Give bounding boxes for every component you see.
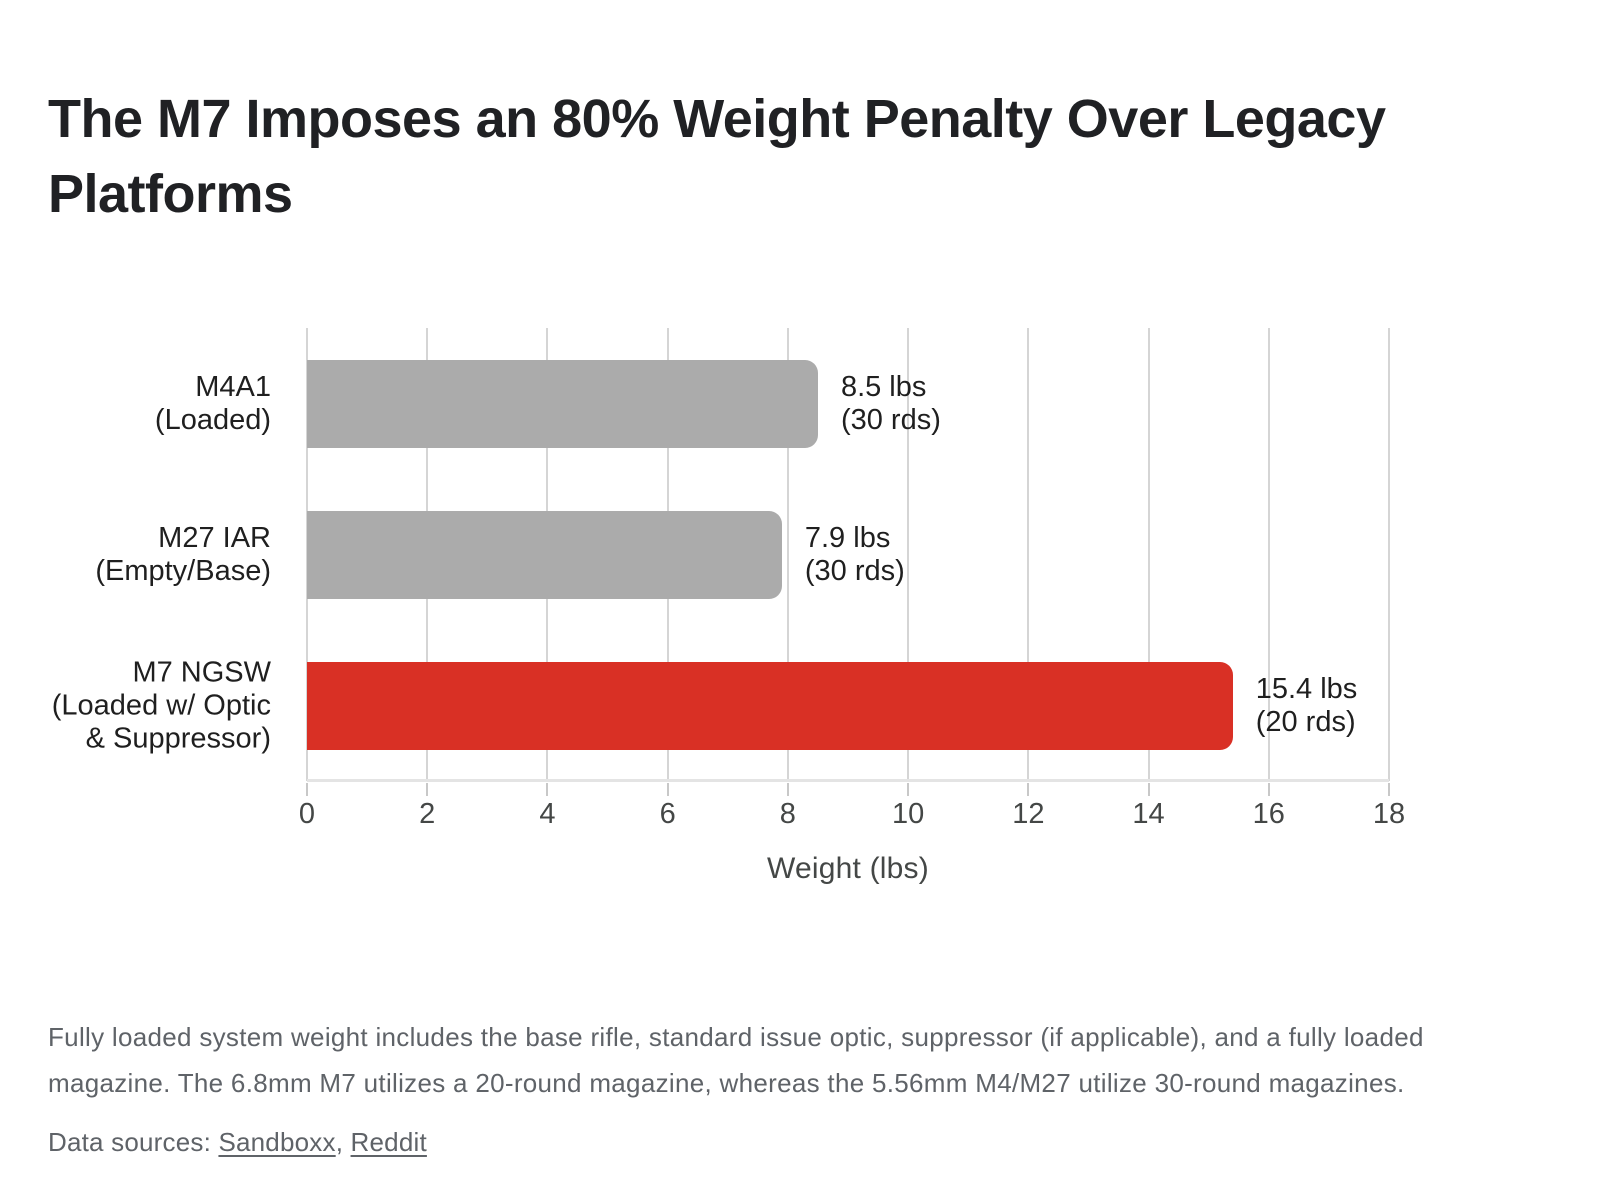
- chart-footnote: Fully loaded system weight includes the …: [48, 1022, 1424, 1098]
- x-tick-label: 6: [659, 798, 676, 830]
- x-tick-label: 2: [419, 798, 436, 830]
- bar-row-m7: M7 NGSW (Loaded w/ Optic & Suppressor) 1…: [52, 630, 1389, 781]
- x-tick-label: 8: [779, 798, 796, 830]
- gridline: [1027, 328, 1030, 781]
- x-axis-tick-marks: [306, 781, 1390, 796]
- gridline: [1388, 328, 1390, 781]
- x-tick-label: 10: [891, 798, 925, 830]
- x-axis-tick-mark: [306, 783, 308, 796]
- x-tick-label: 14: [1132, 798, 1165, 830]
- bar-m7: [307, 661, 1233, 750]
- x-axis-title: Weight (lbs): [767, 852, 929, 885]
- data-sources-line: Data sources: Sandboxx, Reddit: [48, 1127, 427, 1158]
- x-axis-tick-mark: [426, 783, 429, 796]
- chart-title: The M7 Imposes an 80% Weight Penalty Ove…: [48, 89, 1386, 225]
- x-tick-label: 18: [1372, 798, 1406, 830]
- x-tick-label: 4: [539, 798, 556, 830]
- source-separator: ,: [335, 1127, 351, 1157]
- value-label-m27: 7.9 lbs (30 rds): [804, 521, 905, 587]
- value-label-m4a1: 8.5 lbs (30 rds): [840, 370, 941, 436]
- category-label-m7: M7 NGSW (Loaded w/ Optic & Suppressor): [51, 656, 271, 754]
- gridline: [1267, 328, 1270, 781]
- gridline: [907, 328, 910, 781]
- x-tick-label: 16: [1252, 798, 1285, 830]
- x-axis-tick-mark: [666, 783, 669, 796]
- x-axis-tick-mark: [1388, 783, 1390, 796]
- category-label-m4a1: M4A1 (Loaded): [154, 370, 271, 436]
- bar-row-m27: M27 IAR (Empty/Base) 7.9 lbs (30 rds): [95, 479, 1389, 630]
- x-axis-tick-mark: [786, 783, 789, 796]
- x-axis-tick-mark: [546, 783, 549, 796]
- bar-m27: [307, 510, 782, 599]
- bar-row-m4a1: M4A1 (Loaded) 8.5 lbs (30 rds): [155, 328, 1389, 479]
- plot-area: M4A1 (Loaded) 8.5 lbs (30 rds) M27 IAR (…: [52, 328, 1390, 796]
- source-link-reddit[interactable]: Reddit: [350, 1127, 427, 1157]
- category-label-m27: M27 IAR (Empty/Base): [95, 521, 271, 587]
- bar-m4a1: [307, 359, 818, 448]
- gridline: [1147, 328, 1150, 781]
- source-link-sandboxx[interactable]: Sandboxx: [218, 1127, 336, 1157]
- x-tick-label: 12: [1012, 798, 1045, 830]
- x-axis-tick-mark: [1027, 783, 1030, 796]
- x-axis-tick-mark: [1267, 783, 1270, 796]
- bar-rows: M4A1 (Loaded) 8.5 lbs (30 rds) M27 IAR (…: [52, 328, 1389, 781]
- gridline: [786, 328, 789, 781]
- x-axis-tick-mark: [1147, 783, 1150, 796]
- data-sources-label: Data sources:: [48, 1127, 219, 1157]
- x-tick-label: 0: [298, 798, 316, 830]
- x-axis-line: [307, 779, 1389, 782]
- value-label-m7: 15.4 lbs (20 rds): [1255, 672, 1358, 738]
- x-axis-tick-mark: [907, 783, 910, 796]
- x-axis-tick-labels: 0 2 4 6 8 10 12 14 16 18: [299, 798, 1405, 834]
